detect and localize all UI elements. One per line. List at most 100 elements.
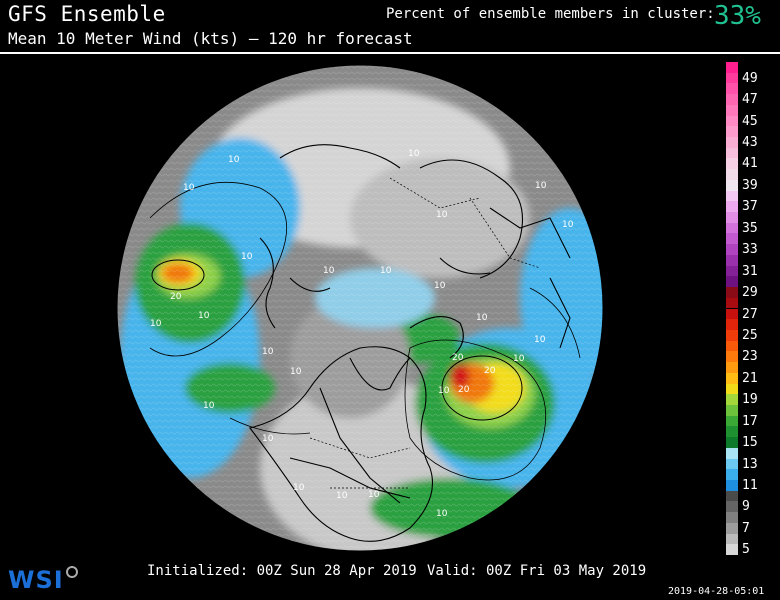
legend-step: 17 bbox=[726, 414, 776, 429]
legend-swatch bbox=[726, 479, 738, 491]
contour-label: 10 bbox=[476, 313, 488, 323]
legend-label: 33 bbox=[742, 242, 758, 258]
legend-swatch bbox=[726, 233, 738, 245]
legend-step bbox=[726, 147, 776, 159]
legend-swatch bbox=[726, 351, 738, 363]
legend-swatch bbox=[726, 254, 738, 266]
legend-step bbox=[726, 383, 776, 395]
contour-label: 10 bbox=[323, 266, 335, 276]
legend-swatch bbox=[726, 244, 738, 255]
contour-label: 10 bbox=[436, 210, 448, 220]
contour-label: 10 bbox=[183, 183, 195, 193]
legend-label: 17 bbox=[742, 413, 758, 429]
legend-step bbox=[726, 276, 776, 288]
contour-label: 10 bbox=[198, 311, 210, 321]
legend-step bbox=[726, 104, 776, 116]
wsi-logo: WSI bbox=[8, 566, 64, 594]
legend-step bbox=[726, 512, 776, 523]
legend-swatch bbox=[726, 212, 738, 223]
legend-swatch bbox=[726, 147, 738, 159]
legend-swatch bbox=[726, 383, 738, 395]
legend-label: 21 bbox=[742, 370, 758, 386]
contour-label: 10 bbox=[534, 335, 546, 345]
contour-label: 10 bbox=[293, 483, 305, 493]
legend-step: 29 bbox=[726, 285, 776, 300]
legend-label: 23 bbox=[742, 349, 758, 365]
legend-label: 19 bbox=[742, 392, 758, 408]
legend-swatch bbox=[726, 179, 738, 191]
legend-step: 27 bbox=[726, 307, 776, 322]
legend-step: 15 bbox=[726, 435, 776, 450]
legend-step: 5 bbox=[726, 542, 776, 557]
legend-swatch bbox=[726, 501, 738, 513]
legend-swatch bbox=[726, 201, 738, 213]
subtitle: Mean 10 Meter Wind (kts) — 120 hr foreca… bbox=[8, 29, 413, 48]
legend-step bbox=[726, 340, 776, 352]
contour-label: 10 bbox=[436, 509, 448, 519]
legend-swatch bbox=[726, 308, 738, 320]
legend-swatch bbox=[726, 190, 738, 202]
legend-step: 45 bbox=[726, 114, 776, 129]
legend-label: 31 bbox=[742, 263, 758, 279]
legend-step bbox=[726, 447, 776, 459]
legend-swatch bbox=[726, 115, 738, 127]
contour-label: 20 bbox=[452, 353, 464, 363]
legend-swatch bbox=[726, 83, 738, 95]
legend-swatch bbox=[726, 533, 738, 545]
legend-swatch bbox=[726, 372, 738, 384]
legend-step bbox=[726, 426, 776, 438]
legend-label: 9 bbox=[742, 499, 750, 515]
legend-label: 15 bbox=[742, 435, 758, 451]
contour-20 bbox=[151, 259, 523, 421]
legend-step bbox=[726, 254, 776, 266]
contour-label: 20 bbox=[170, 292, 182, 302]
contour-label: 10 bbox=[438, 386, 450, 396]
legend-label: 45 bbox=[742, 113, 758, 129]
legend-label: 43 bbox=[742, 135, 758, 151]
contour-labels: 10 10 10 10 10 10 10 10 10 10 10 10 10 1… bbox=[150, 149, 574, 519]
cluster-label: Percent of ensemble members in cluster: bbox=[386, 6, 715, 22]
legend-label: 29 bbox=[742, 285, 758, 301]
contour-label: 10 bbox=[535, 181, 547, 191]
legend-swatch bbox=[726, 394, 738, 405]
legend-swatch bbox=[726, 458, 738, 470]
legend-swatch bbox=[726, 297, 738, 309]
legend-swatch bbox=[726, 447, 738, 459]
contour-label: 10 bbox=[336, 491, 348, 501]
legend-swatch bbox=[726, 404, 738, 416]
contour-label: 20 bbox=[458, 385, 470, 395]
generated-timestamp: 2019-04-28-05:01 bbox=[668, 586, 765, 597]
legend-swatch bbox=[726, 544, 738, 555]
legend-step: 21 bbox=[726, 371, 776, 386]
legend-step: 19 bbox=[726, 392, 776, 407]
legend-step bbox=[726, 404, 776, 416]
legend-label: 49 bbox=[742, 70, 758, 86]
contour-label: 20 bbox=[484, 366, 496, 376]
legend-swatch bbox=[726, 62, 738, 73]
wind-map: 10 10 10 10 10 10 10 10 10 10 10 10 10 1… bbox=[110, 58, 610, 558]
legend-swatch bbox=[726, 426, 738, 438]
legend-swatch bbox=[726, 522, 738, 534]
legend-swatch bbox=[726, 265, 738, 277]
legend-step bbox=[726, 126, 776, 137]
legend-swatch bbox=[726, 287, 738, 298]
legend-swatch bbox=[726, 319, 738, 330]
legend-step: 47 bbox=[726, 92, 776, 107]
legend-label: 35 bbox=[742, 220, 758, 236]
legend-swatch bbox=[726, 469, 738, 480]
legend-step bbox=[726, 469, 776, 480]
legend-swatch bbox=[726, 276, 738, 288]
legend-step: 43 bbox=[726, 135, 776, 150]
legend-label: 13 bbox=[742, 456, 758, 472]
legend-swatch bbox=[726, 126, 738, 137]
contour-10 bbox=[149, 181, 581, 481]
title: GFS Ensemble bbox=[8, 2, 166, 26]
legend-swatch bbox=[726, 72, 738, 84]
legend-label: 25 bbox=[742, 327, 758, 343]
contour-label: 10 bbox=[262, 347, 274, 357]
legend-step: 7 bbox=[726, 521, 776, 536]
legend-step: 49 bbox=[726, 71, 776, 86]
legend-step: 23 bbox=[726, 349, 776, 364]
legend-step: 25 bbox=[726, 328, 776, 343]
contour-label: 10 bbox=[434, 281, 446, 291]
